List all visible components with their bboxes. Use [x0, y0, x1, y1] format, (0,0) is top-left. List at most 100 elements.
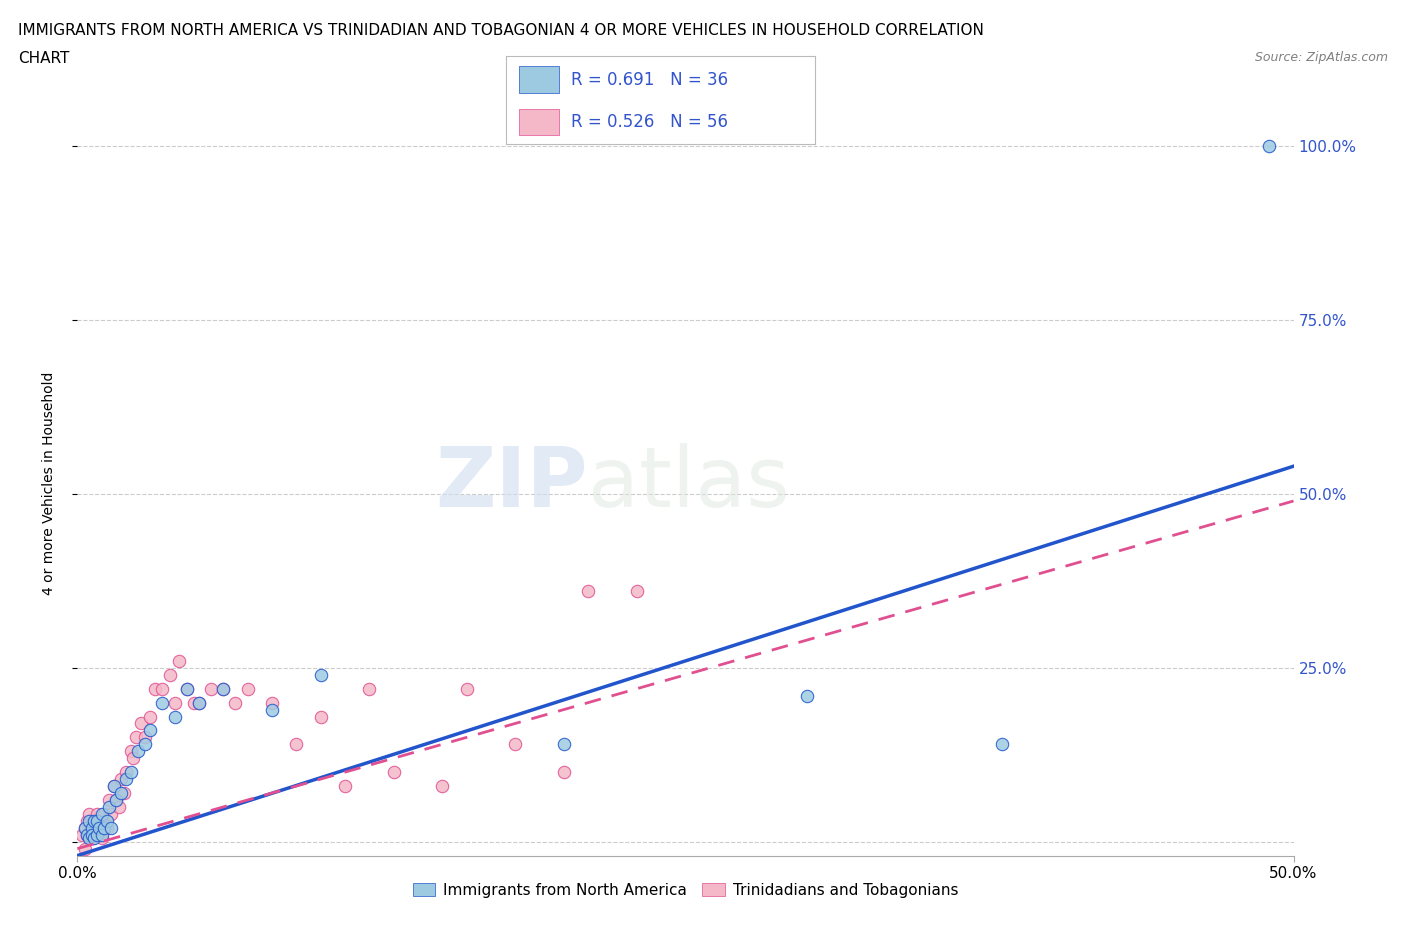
Point — [70, 828, 93, 843]
Point — [90, 830, 112, 845]
Point — [212, 682, 235, 697]
Point — [169, 654, 191, 669]
Point — [359, 682, 381, 697]
Point — [96, 814, 118, 829]
Point — [1258, 139, 1281, 153]
Point — [76, 828, 98, 843]
Point — [86, 828, 108, 843]
Point — [97, 800, 120, 815]
Point — [127, 744, 149, 759]
Text: Source: ZipAtlas.com: Source: ZipAtlas.com — [1254, 51, 1388, 64]
Point — [163, 709, 186, 724]
Point — [115, 772, 138, 787]
Point — [79, 814, 101, 829]
Point — [285, 737, 308, 751]
Point — [432, 778, 454, 793]
Point — [456, 682, 478, 697]
Point — [97, 792, 120, 807]
Point — [139, 709, 162, 724]
Point — [100, 806, 122, 821]
Point — [122, 751, 145, 765]
Point — [89, 828, 111, 843]
Point — [236, 682, 259, 697]
Point — [86, 806, 108, 821]
Point — [134, 737, 156, 751]
Point — [990, 737, 1012, 751]
Point — [89, 820, 111, 835]
Point — [86, 820, 108, 835]
Point — [139, 723, 162, 737]
Point — [115, 764, 138, 779]
Point — [333, 778, 356, 793]
Legend: Immigrants from North America, Trinidadians and Tobagonians: Immigrants from North America, Trinidadi… — [406, 877, 965, 904]
Text: R = 0.691   N = 36: R = 0.691 N = 36 — [571, 71, 728, 88]
Point — [134, 730, 156, 745]
Point — [553, 764, 575, 779]
Point — [100, 820, 122, 835]
Point — [125, 730, 148, 745]
Point — [188, 696, 211, 711]
Bar — [519, 109, 558, 136]
Point — [105, 792, 128, 807]
Point — [176, 682, 198, 697]
Point — [129, 716, 152, 731]
Point — [260, 696, 283, 711]
Point — [152, 696, 174, 711]
Point — [90, 828, 112, 843]
Point — [103, 778, 125, 793]
Point — [96, 820, 118, 835]
Point — [626, 584, 648, 599]
Point — [93, 806, 115, 821]
Point — [120, 744, 142, 759]
Point — [76, 828, 98, 843]
Point — [103, 778, 125, 793]
Point — [503, 737, 526, 751]
Point — [188, 696, 211, 711]
Point — [309, 709, 332, 724]
Point — [110, 772, 132, 787]
Point — [73, 842, 96, 857]
Point — [159, 668, 181, 683]
Point — [553, 737, 575, 751]
Text: atlas: atlas — [588, 443, 790, 525]
Point — [382, 764, 405, 779]
Point — [200, 682, 222, 697]
Point — [260, 702, 283, 717]
Point — [80, 820, 103, 835]
Point — [212, 682, 235, 697]
Point — [83, 830, 105, 845]
Point — [83, 814, 105, 829]
Point — [163, 696, 186, 711]
Point — [80, 830, 103, 845]
Point — [576, 584, 599, 599]
Point — [73, 820, 96, 835]
Point — [120, 764, 142, 779]
Text: ZIP: ZIP — [436, 443, 588, 525]
Point — [80, 828, 103, 843]
Y-axis label: 4 or more Vehicles in Household: 4 or more Vehicles in Household — [42, 372, 56, 595]
Point — [73, 820, 96, 835]
Point — [79, 830, 101, 845]
Point — [796, 688, 818, 703]
Text: CHART: CHART — [18, 51, 70, 66]
Point — [143, 682, 166, 697]
Point — [86, 814, 108, 829]
Point — [105, 792, 128, 807]
Point — [107, 800, 129, 815]
Point — [79, 828, 101, 843]
Point — [80, 820, 103, 835]
Point — [93, 820, 115, 835]
Text: IMMIGRANTS FROM NORTH AMERICA VS TRINIDADIAN AND TOBAGONIAN 4 OR MORE VEHICLES I: IMMIGRANTS FROM NORTH AMERICA VS TRINIDA… — [18, 23, 984, 38]
Point — [176, 682, 198, 697]
Point — [83, 828, 105, 843]
Point — [90, 806, 112, 821]
Point — [79, 806, 101, 821]
Text: R = 0.526   N = 56: R = 0.526 N = 56 — [571, 113, 728, 131]
Bar — [519, 66, 558, 93]
Point — [83, 814, 105, 829]
Point — [224, 696, 246, 711]
Point — [152, 682, 174, 697]
Point — [183, 696, 205, 711]
Point — [76, 814, 98, 829]
Point — [309, 668, 332, 683]
